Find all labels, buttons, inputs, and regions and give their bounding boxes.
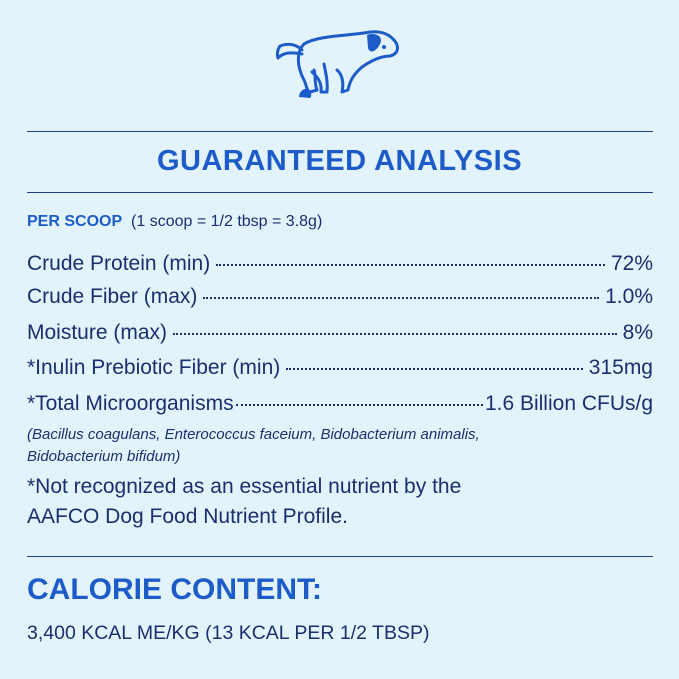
footnote-line: *Not recognized as an essential nutrient… xyxy=(27,475,462,498)
per-scoop-label: PER SCOOP xyxy=(27,213,123,230)
calorie-value: 3,400 KCAL ME/KG (13 KCAL PER 1/2 TBSP) xyxy=(27,622,430,644)
dot-leader xyxy=(203,297,600,299)
row-value: 315mg xyxy=(588,356,653,379)
row-label: Moisture (max) xyxy=(27,321,168,344)
analysis-row: *Inulin Prebiotic Fiber (min) 315mg xyxy=(27,356,653,386)
page-title: GUARANTEED ANALYSIS xyxy=(156,145,523,177)
dog-pooping-icon xyxy=(275,30,399,98)
row-label: Crude Protein (min) xyxy=(27,252,211,275)
row-label: Crude Fiber (max) xyxy=(27,285,198,308)
analysis-row: Moisture (max) 8% xyxy=(27,321,653,351)
per-scoop-line: PER SCOOP (1 scoop = 1/2 tbsp = 3.8g) xyxy=(27,213,322,231)
row-label: *Inulin Prebiotic Fiber (min) xyxy=(27,356,281,379)
dot-leader xyxy=(235,404,483,406)
row-value: 1.0% xyxy=(605,285,653,308)
analysis-row: Crude Fiber (max) 1.0% xyxy=(27,285,653,315)
strains-line: Bidobacterium bifidum) xyxy=(27,448,181,465)
per-scoop-detail: (1 scoop = 1/2 tbsp = 3.8g) xyxy=(131,213,323,230)
dot-leader xyxy=(216,264,605,266)
footnote-line: AAFCO Dog Food Nutrient Profile. xyxy=(27,505,348,528)
calorie-heading: CALORIE CONTENT: xyxy=(27,573,322,606)
calorie-divider xyxy=(27,556,653,557)
analysis-row: Crude Protein (min) 72% xyxy=(27,252,653,282)
dot-leader xyxy=(286,368,583,370)
row-value: 1.6 Billion CFUs/g xyxy=(484,392,653,415)
row-label: *Total Microorganisms xyxy=(27,392,234,415)
dot-leader xyxy=(173,333,617,335)
top-divider xyxy=(27,131,653,132)
row-value: 8% xyxy=(622,321,653,344)
title-divider xyxy=(27,192,653,193)
analysis-row: *Total Microorganisms 1.6 Billion CFUs/g xyxy=(27,392,653,422)
strains-line: (Bacillus coagulans, Enterococcus faceiu… xyxy=(27,426,480,443)
row-value: 72% xyxy=(610,252,653,275)
